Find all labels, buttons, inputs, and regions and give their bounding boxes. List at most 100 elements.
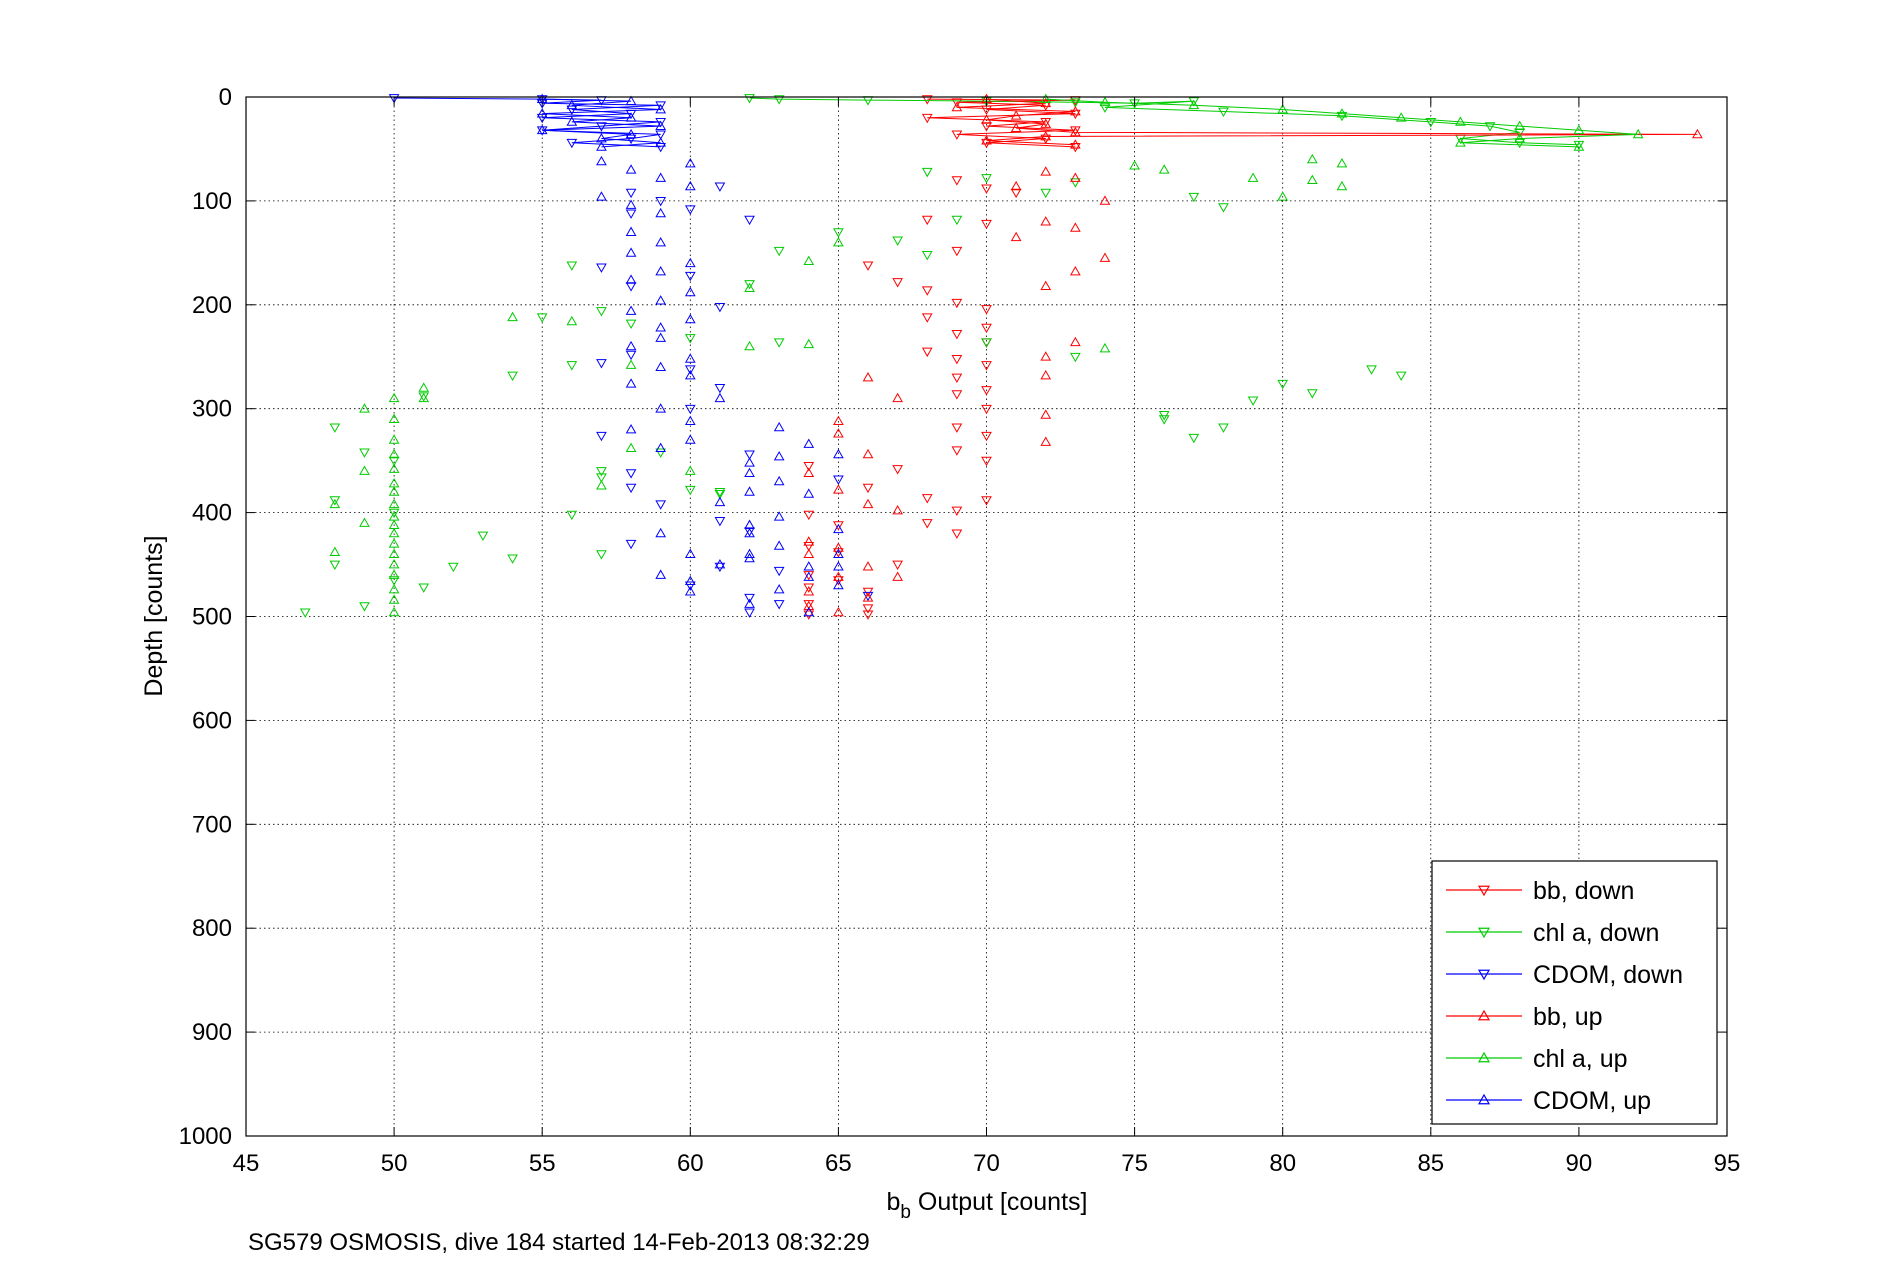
data-point [1218,203,1229,213]
data-point [833,448,844,459]
data-point [773,450,785,461]
data-point [1040,166,1052,176]
data-point [714,487,726,498]
data-point [892,560,904,571]
x-axis-label-main: b [887,1188,901,1216]
y-tick-label: 0 [219,84,232,111]
data-point [892,278,904,288]
data-point [833,561,844,571]
x-tick-label: 45 [233,1150,260,1177]
legend: bb, down chl a, down CDOM, down bb, up chl a… [1431,860,1718,1125]
y-tick-label: 500 [192,604,232,631]
x-tick-label: 60 [677,1150,704,1177]
data-point [1514,133,1526,143]
data-point [684,434,696,444]
data-point [862,592,874,602]
data-point [655,120,667,130]
data-point [1395,371,1407,381]
data-point [803,541,815,552]
data-point [684,286,696,297]
data-point [299,608,311,618]
data-point [1040,369,1052,380]
data-point [714,182,726,192]
data-point [536,313,548,323]
figure-caption: SG579 OSMOSIS, dive 184 started 14-Feb-2… [248,1229,870,1256]
data-point [1455,137,1466,147]
data-point [418,382,430,392]
data-point [803,586,815,596]
data-point [684,586,696,596]
data-point [773,540,785,550]
data-point [596,263,607,273]
legend-marker [1477,927,1491,939]
data-point [1336,111,1348,122]
data-point [951,354,963,365]
data-point [1188,99,1200,110]
data-point [388,583,400,594]
data-point [329,423,341,433]
data-point [981,386,992,396]
data-point [1099,195,1111,205]
data-point [655,130,667,140]
data-point [566,261,578,271]
data-point [655,569,667,579]
data-point [833,542,844,552]
data-point [388,486,400,496]
data-point [981,138,992,149]
series-line [956,98,1698,146]
data-point [981,114,992,124]
data-point [625,199,637,209]
data-point [684,581,696,591]
data-point [921,347,933,358]
data-point [892,465,904,475]
data-point [744,282,755,293]
data-point [1514,138,1526,149]
data-point [684,465,696,475]
data-point [744,527,755,538]
legend-label: bb, down [1533,877,1634,905]
data-point [981,456,992,467]
data-point [1040,118,1052,128]
data-point [862,498,874,509]
legend-marker [1477,1093,1491,1105]
data-point [951,101,963,112]
data-point [833,523,844,534]
data-point [507,311,518,322]
data-point [744,548,755,559]
data-point [359,403,370,413]
data-point [714,384,726,394]
data-point [684,369,696,380]
data-point [1188,433,1200,444]
data-point [981,219,992,230]
data-point [1484,122,1496,132]
x-tick-label: 90 [1566,1150,1593,1177]
data-point [566,116,578,126]
data-point [388,508,400,519]
data-point [447,562,459,573]
data-point [892,505,904,515]
x-tick-label: 65 [825,1150,852,1177]
data-point [596,122,607,132]
data-point [655,236,667,247]
x-axis-label-rest: Output [counts] [911,1188,1088,1216]
data-point [655,101,667,111]
data-point [388,94,400,104]
data-point [744,598,755,608]
data-point [744,280,755,290]
data-point [921,251,933,261]
data-point [1069,172,1081,182]
data-point [388,594,400,604]
data-point [803,438,815,448]
data-point [1306,174,1318,184]
data-point [744,450,755,460]
data-point [981,404,992,415]
data-point [714,496,726,507]
data-point [684,205,696,215]
data-point [507,554,518,564]
data-point [684,485,696,496]
y-axis-label: Depth [counts] [140,535,168,696]
data-point [655,197,667,207]
series-line [394,97,661,148]
data-point [1069,109,1081,120]
data-point [684,575,696,586]
